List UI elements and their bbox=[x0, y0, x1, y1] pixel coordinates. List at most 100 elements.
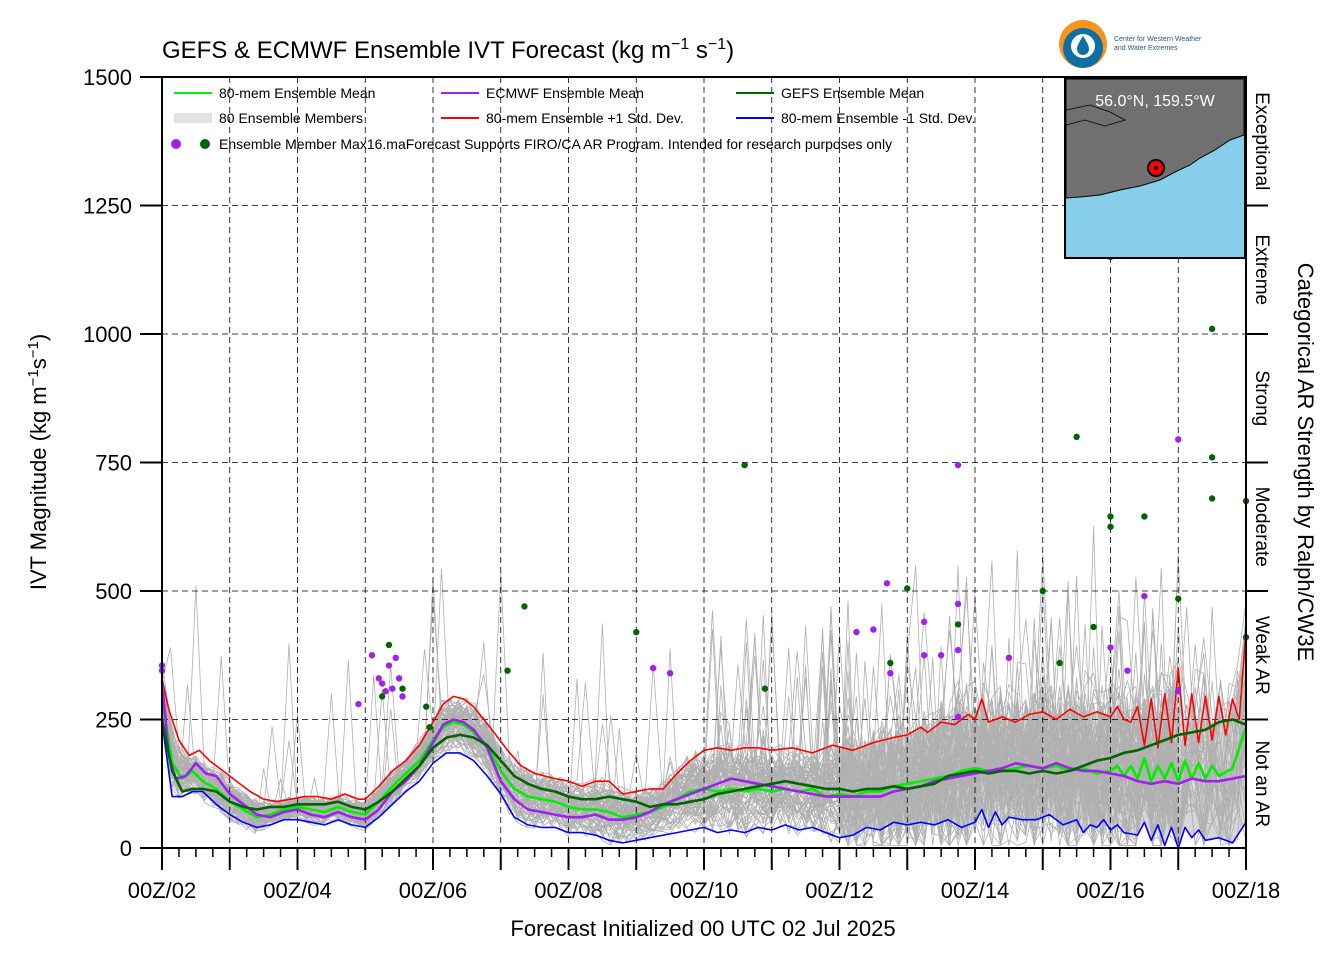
logo-text-line1: Center for Western Weather bbox=[1114, 36, 1202, 43]
member-max-point bbox=[368, 652, 376, 659]
member-max-point bbox=[633, 628, 640, 636]
member-max-point bbox=[761, 685, 769, 692]
member-max-point bbox=[1175, 595, 1182, 602]
legend-label: 80-mem Ensemble +1 Std. Dev. bbox=[486, 110, 684, 126]
x-tick-label: 00Z/10 bbox=[670, 878, 739, 903]
y-tick-label: 0 bbox=[120, 836, 132, 861]
x-axis-label: Forecast Initialized 00 UTC 02 Jul 2025 bbox=[510, 916, 895, 941]
location-inset-map: 56.0°N, 159.5°W bbox=[1064, 77, 1246, 259]
legend-label: Ensemble Member Max16.maForecast Support… bbox=[219, 136, 892, 152]
category-label: Not an AR bbox=[1251, 740, 1272, 827]
x-tick-label: 00Z/18 bbox=[1212, 878, 1281, 903]
y-tick-label: 250 bbox=[95, 708, 132, 733]
category-label: Weak AR bbox=[1251, 616, 1272, 695]
member-max-point bbox=[1175, 688, 1182, 695]
member-max-point bbox=[920, 652, 928, 659]
category-label: Exceptional bbox=[1251, 92, 1272, 190]
member-max-point bbox=[954, 713, 962, 721]
series-line-80-mem-ensemble-1-std-dev- bbox=[161, 721, 1247, 849]
legend-label: ECMWF Ensemble Mean bbox=[486, 85, 644, 101]
member-max-point bbox=[385, 641, 393, 649]
category-axis-label: Categorical AR Strength by Ralph/CW3E bbox=[1293, 263, 1318, 662]
legend: 80-mem Ensemble Mean ECMWF Ensemble Mean G… bbox=[171, 85, 975, 152]
member-max-point bbox=[378, 693, 386, 700]
member-max-point bbox=[920, 618, 928, 626]
y-tick-label: 1250 bbox=[83, 194, 132, 219]
member-max-point bbox=[399, 693, 406, 700]
member-max-point bbox=[504, 667, 511, 674]
legend-dot-ecmwf bbox=[171, 139, 181, 149]
member-max-point bbox=[1107, 644, 1114, 651]
member-max-point bbox=[378, 680, 386, 687]
x-tick-label: 00Z/14 bbox=[941, 878, 1010, 903]
member-max-point bbox=[385, 662, 393, 669]
member-max-point bbox=[1208, 454, 1216, 461]
member-max-point bbox=[1175, 436, 1182, 443]
ensemble-member-line bbox=[161, 641, 1179, 844]
member-max-point bbox=[395, 675, 403, 682]
member-max-point bbox=[666, 670, 674, 677]
y-tick-label: 1000 bbox=[83, 322, 132, 347]
category-axis: Not an AR Weak AR Moderate Strong Extreme Exc… bbox=[1246, 92, 1272, 827]
inset-island bbox=[1065, 104, 1127, 127]
member-max-point bbox=[1107, 523, 1114, 530]
member-max-point bbox=[392, 654, 399, 662]
member-max-point bbox=[399, 685, 406, 692]
member-max-point bbox=[389, 685, 396, 692]
member-max-point bbox=[887, 659, 894, 667]
x-tick-label: 00Z/12 bbox=[805, 878, 874, 903]
member-max-point bbox=[649, 664, 657, 672]
x-tick-label: 00Z/04 bbox=[263, 878, 332, 903]
member-max-point bbox=[521, 603, 528, 610]
y-axis-label: IVT Magnitude (kg m−1s−1) bbox=[25, 334, 51, 590]
member-max-point bbox=[883, 580, 891, 587]
member-max-point bbox=[1090, 623, 1097, 631]
member-max-point bbox=[954, 600, 962, 608]
series-line-gefs-ensemble-mean bbox=[160, 718, 1247, 811]
x-tick-label: 00Z/06 bbox=[399, 878, 468, 903]
member-max-point bbox=[1073, 433, 1080, 440]
member-max-point bbox=[423, 703, 430, 710]
member-max-point bbox=[887, 670, 894, 677]
member-max-point bbox=[1208, 325, 1216, 333]
y-axis: 0 250 500 750 1000 1250 1500 bbox=[83, 65, 162, 861]
x-tick-label: 00Z/02 bbox=[128, 878, 197, 903]
member-max-point bbox=[904, 585, 911, 592]
x-tick-label: 00Z/16 bbox=[1076, 878, 1145, 903]
member-max-point bbox=[355, 700, 362, 708]
member-max-point bbox=[1039, 587, 1046, 595]
chart-title: GEFS & ECMWF Ensemble IVT Forecast (kg m… bbox=[162, 36, 734, 64]
member-max-point bbox=[1208, 495, 1216, 502]
cw3e-logo: Center for Western Weather and Water Extr… bbox=[1059, 20, 1202, 68]
legend-label: 80 Ensemble Members bbox=[219, 110, 363, 126]
y-tick-label: 750 bbox=[95, 451, 132, 476]
location-marker-center bbox=[1154, 166, 1158, 170]
series-line-ecmwf-ensemble-mean bbox=[160, 680, 1247, 821]
member-max-point bbox=[954, 621, 962, 628]
logo-text-line2: and Water Extremes bbox=[1114, 45, 1178, 52]
y-tick-label: 500 bbox=[95, 579, 132, 604]
member-max-point bbox=[1141, 592, 1148, 600]
member-max-point bbox=[954, 461, 962, 469]
member-max-point bbox=[954, 646, 962, 654]
series-line-80-mem-ensemble-mean bbox=[160, 698, 1248, 819]
legend-label: 80-mem Ensemble -1 Std. Dev. bbox=[781, 110, 975, 126]
x-tick-label: 00Z/08 bbox=[534, 878, 603, 903]
member-max-point bbox=[1141, 513, 1148, 520]
category-label: Extreme bbox=[1251, 234, 1272, 305]
y-tick-label: 1500 bbox=[83, 65, 132, 90]
legend-label: GEFS Ensemble Mean bbox=[781, 85, 924, 101]
ensemble-member-line bbox=[161, 647, 1179, 812]
member-max-point bbox=[1124, 667, 1131, 674]
category-label: Moderate bbox=[1251, 487, 1272, 567]
member-max-point bbox=[1056, 659, 1063, 667]
legend-label: 80-mem Ensemble Mean bbox=[219, 85, 375, 101]
ensemble-member-line bbox=[161, 631, 1179, 847]
inset-land bbox=[1065, 78, 1245, 199]
member-max-point bbox=[870, 626, 877, 633]
category-label: Strong bbox=[1251, 370, 1272, 426]
member-max-point bbox=[375, 675, 382, 682]
member-max-point bbox=[1107, 513, 1114, 520]
member-max-point bbox=[382, 688, 389, 695]
x-axis: 00Z/02 00Z/04 00Z/06 00Z/08 00Z/10 00Z/12 00Z/… bbox=[128, 848, 1281, 903]
